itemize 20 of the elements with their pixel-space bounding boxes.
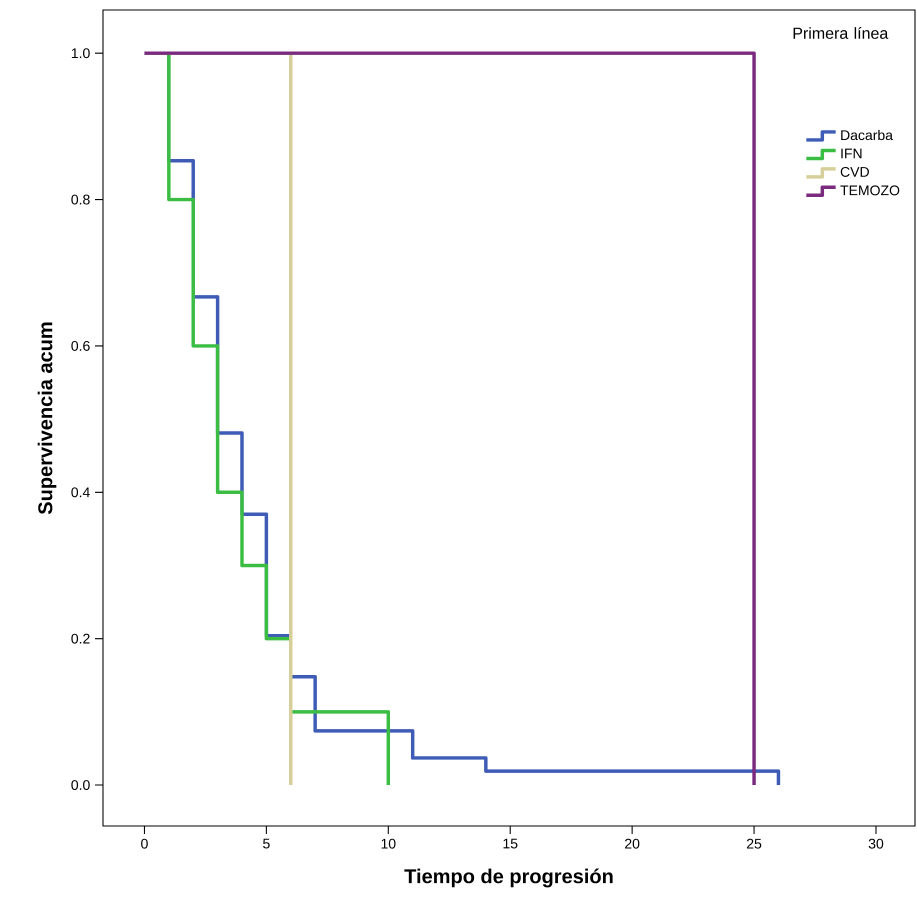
x-tick-label: 15: [503, 838, 518, 848]
y-tick-label: 0.8: [71, 194, 90, 205]
x-tick-label: 20: [625, 838, 640, 849]
x-tick-label: 30: [868, 838, 884, 849]
legend-label: TEMOZO: [840, 185, 900, 196]
x-tick-label: 5: [263, 838, 270, 848]
legend-label: IFN: [841, 148, 862, 158]
x-tick-label: 25: [746, 838, 762, 849]
x-axis-title: Tiempo de progresión: [404, 868, 613, 888]
y-tick-label: 1.0: [72, 48, 90, 58]
y-tick-label: 0.6: [71, 340, 90, 351]
y-tick-label: 0.4: [71, 487, 90, 498]
legend-label: Dacarba: [841, 130, 893, 140]
x-tick-label: 10: [382, 838, 396, 849]
y-tick-label: 0.2: [71, 634, 90, 644]
x-tick-label: 0: [141, 838, 148, 849]
y-tick-label: 0.0: [71, 780, 90, 790]
legend-title: Primera línea: [794, 26, 888, 39]
legend-label: CVD: [840, 166, 869, 177]
y-axis-title: Supervivencia acum: [38, 322, 56, 514]
